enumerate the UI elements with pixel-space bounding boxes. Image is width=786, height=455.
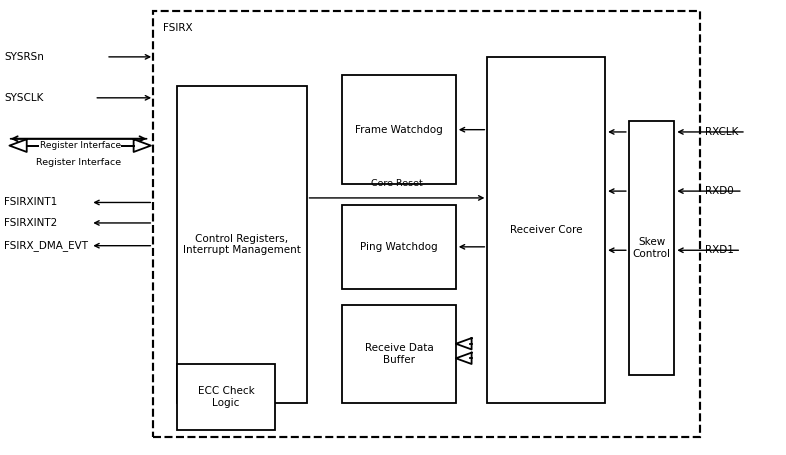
Text: Register Interface: Register Interface <box>36 158 121 167</box>
Bar <box>342 205 456 289</box>
Text: Register Interface: Register Interface <box>39 141 121 150</box>
Bar <box>629 121 674 375</box>
Text: FSIRX: FSIRX <box>163 23 193 33</box>
Text: Receive Data
Buffer: Receive Data Buffer <box>365 343 433 364</box>
Text: Control Registers,
Interrupt Management: Control Registers, Interrupt Management <box>183 234 300 255</box>
Text: Skew
Control: Skew Control <box>633 237 670 259</box>
Text: RXD1: RXD1 <box>705 245 734 255</box>
Text: Frame Watchdog: Frame Watchdog <box>355 125 443 135</box>
Bar <box>177 364 275 430</box>
Bar <box>342 305 456 403</box>
Bar <box>342 75 456 184</box>
Text: RXD0: RXD0 <box>705 186 734 196</box>
Bar <box>153 11 700 437</box>
Text: FSIRXINT2: FSIRXINT2 <box>4 218 57 228</box>
Text: SYSRSn: SYSRSn <box>4 52 44 62</box>
Text: FSIRX_DMA_EVT: FSIRX_DMA_EVT <box>4 240 88 251</box>
Bar <box>177 86 307 403</box>
Text: RXCLK: RXCLK <box>705 127 738 137</box>
Text: SYSCLK: SYSCLK <box>4 93 43 103</box>
Text: ECC Check
Logic: ECC Check Logic <box>197 386 255 408</box>
Text: Core Reset: Core Reset <box>371 179 423 188</box>
Text: FSIRXINT1: FSIRXINT1 <box>4 197 57 207</box>
Bar <box>487 57 605 403</box>
Text: Ping Watchdog: Ping Watchdog <box>360 242 438 252</box>
Text: Receiver Core: Receiver Core <box>510 225 582 235</box>
